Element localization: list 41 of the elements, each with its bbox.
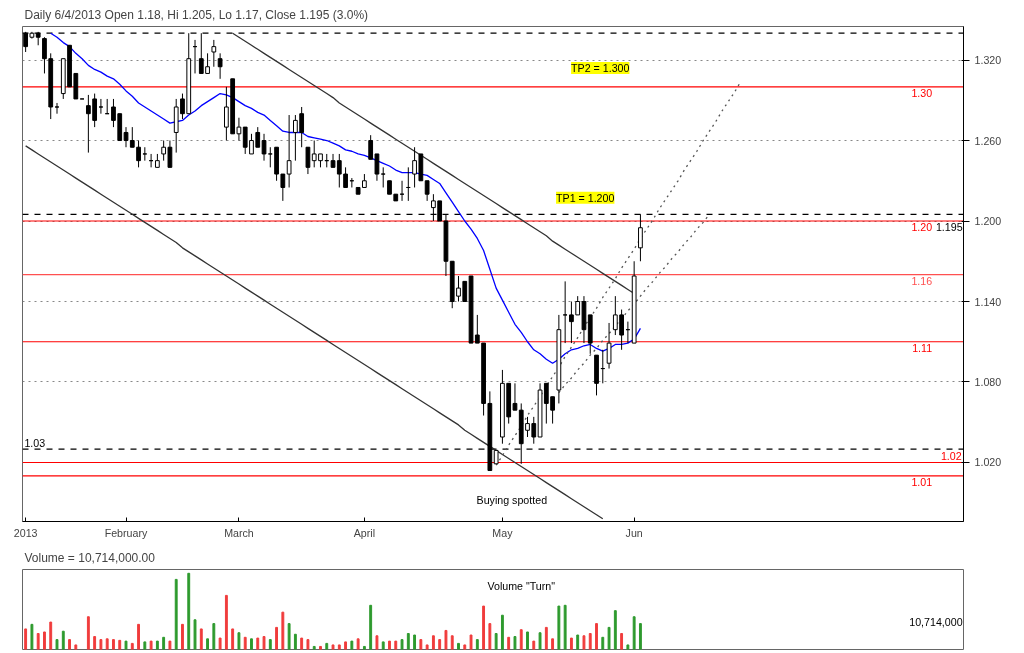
candlestick: [211, 39, 217, 68]
y-tick-label: 1.320: [974, 54, 1002, 67]
candlestick: [380, 166, 386, 188]
ref-line-label: 1.01: [911, 475, 933, 488]
candlestick: [606, 322, 612, 370]
annotation: Volume "Turn": [487, 579, 556, 592]
x-tick-label: February: [104, 526, 148, 539]
candlestick: [562, 280, 568, 344]
candlestick: [217, 52, 223, 80]
x-tick-label: March: [224, 526, 254, 539]
candlestick: [54, 102, 60, 115]
ref-line-label: 1.11: [912, 341, 933, 354]
annotation: Buying spotted: [476, 494, 548, 507]
candlestick: [305, 146, 311, 175]
x-tick-label: May: [492, 526, 514, 539]
x-tick-label: April: [353, 526, 376, 539]
y-tick-label: 1.020: [974, 456, 1002, 469]
x-tick-label: Jun: [625, 526, 643, 539]
candlestick: [98, 98, 104, 115]
ref-line-label: 1.02: [940, 450, 962, 463]
candlestick: [424, 180, 430, 202]
candlestick: [142, 146, 148, 162]
y-tick-label: 1.140: [974, 295, 1002, 308]
annotation: 10,714,000: [909, 615, 963, 628]
chart-title: Volume = 10,714,000.00: [24, 550, 156, 565]
annotation: TP1 = 1.200: [556, 191, 615, 204]
y-tick-label: 1.200: [974, 215, 1002, 228]
line-series: [232, 32, 635, 295]
ref-line-label: 1.30: [911, 86, 933, 99]
ref-line-label: 1.16: [911, 274, 933, 287]
candlestick: [286, 114, 292, 188]
x-tick-label: 2013: [13, 526, 38, 539]
annotation: TP2 = 1.300: [571, 62, 630, 75]
y-tick-label: 1.080: [974, 375, 1002, 388]
ref-line-label: 1.20: [911, 221, 933, 234]
ref-line-label: 1.03: [24, 437, 46, 450]
line-series: [50, 32, 642, 364]
candlestick: [343, 166, 348, 188]
y-tick-label: 1.260: [974, 134, 1002, 147]
annotation: 1.195: [935, 221, 963, 234]
chart-title: Daily 6/4/2013 Open 1.18, Hi 1.205, Lo 1.17, Close 1.195 (3.0%): [24, 7, 369, 22]
